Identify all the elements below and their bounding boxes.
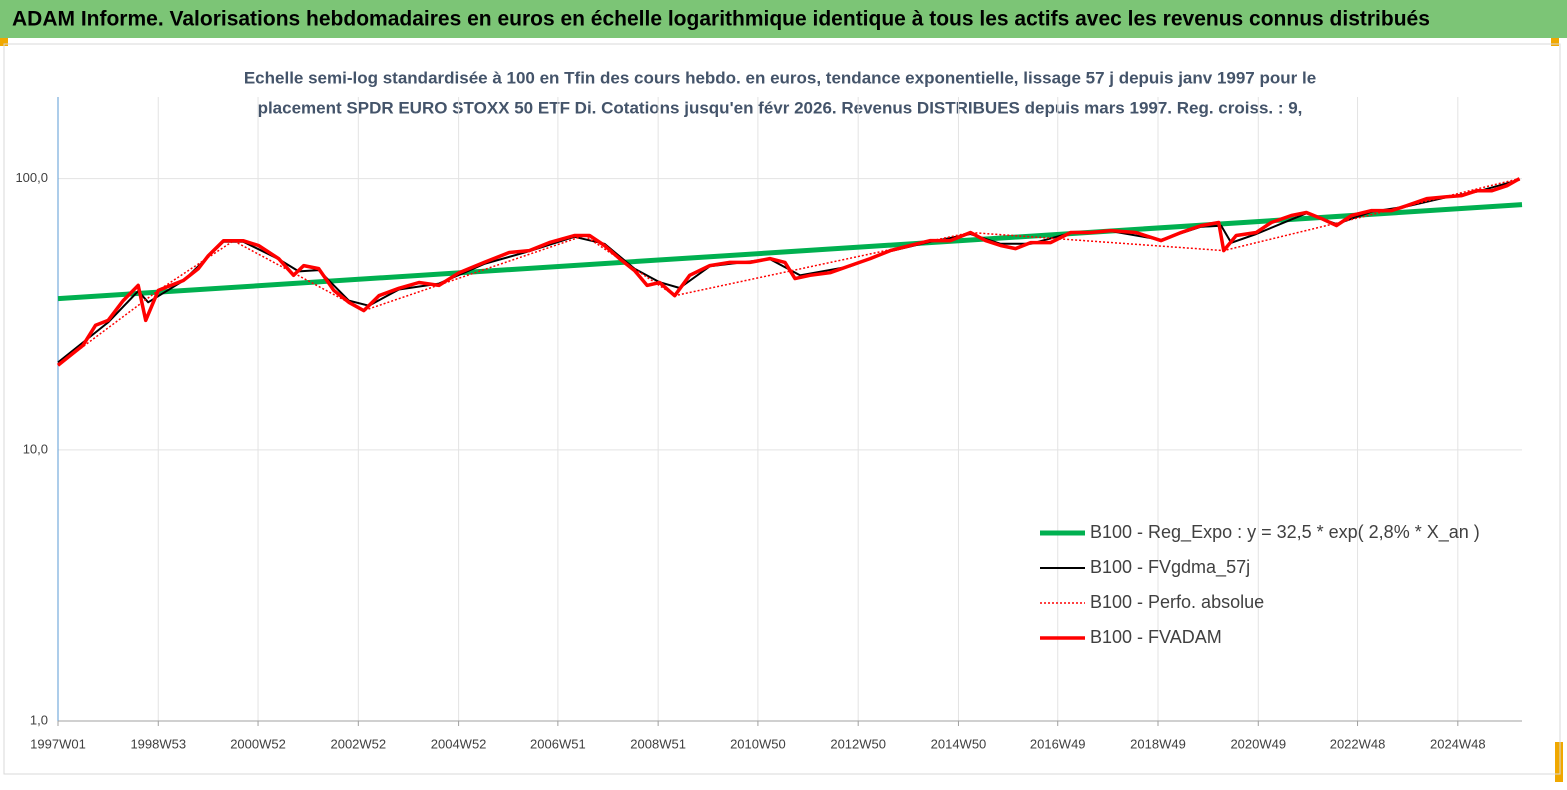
x-tick-label: 2006W51 [530,736,586,751]
chart-title: ADAM Informe. Valorisations hebdomadaire… [12,8,1430,31]
y-tick-label: 10,0 [23,441,48,456]
series-line [56,177,1521,367]
x-tick-label: 2010W50 [730,736,786,751]
subtitle: placement SPDR EURO STOXX 50 ETF Di. Cot… [258,98,1303,117]
legend-label: B100 - Perfo. absolue [1090,592,1264,612]
x-tick-label: 2024W48 [1430,736,1486,751]
y-tick-label: 1,0 [30,712,48,727]
x-tick-label: 2004W52 [431,736,487,751]
title-bar [0,0,1567,38]
corner [1551,38,1559,46]
frame [3,43,1561,775]
x-tick-label: 2014W50 [931,736,987,751]
x-tick-label: 1998W53 [130,736,186,751]
corner [0,38,8,46]
subtitle: Echelle semi-log standardisée à 100 en T… [244,68,1316,87]
x-tick-label: 2016W49 [1030,736,1086,751]
x-tick-label: 2000W52 [230,736,286,751]
legend-label: B100 - FVgdma_57j [1090,557,1250,578]
x-tick-label: 2008W51 [630,736,686,751]
y-tick-label: 100,0 [15,170,48,185]
x-tick-label: 2002W52 [330,736,386,751]
x-tick-label: 2022W48 [1330,736,1386,751]
corner [1555,742,1563,782]
x-tick-label: 2018W49 [1130,736,1186,751]
legend-label: B100 - FVADAM [1090,627,1222,647]
x-tick-label: 2012W50 [830,736,886,751]
x-tick-label: 1997W01 [30,736,86,751]
x-tick-label: 2020W49 [1230,736,1286,751]
legend-label: B100 - Reg_Expo : y = 32,5 * exp( 2,8% *… [1090,522,1480,543]
